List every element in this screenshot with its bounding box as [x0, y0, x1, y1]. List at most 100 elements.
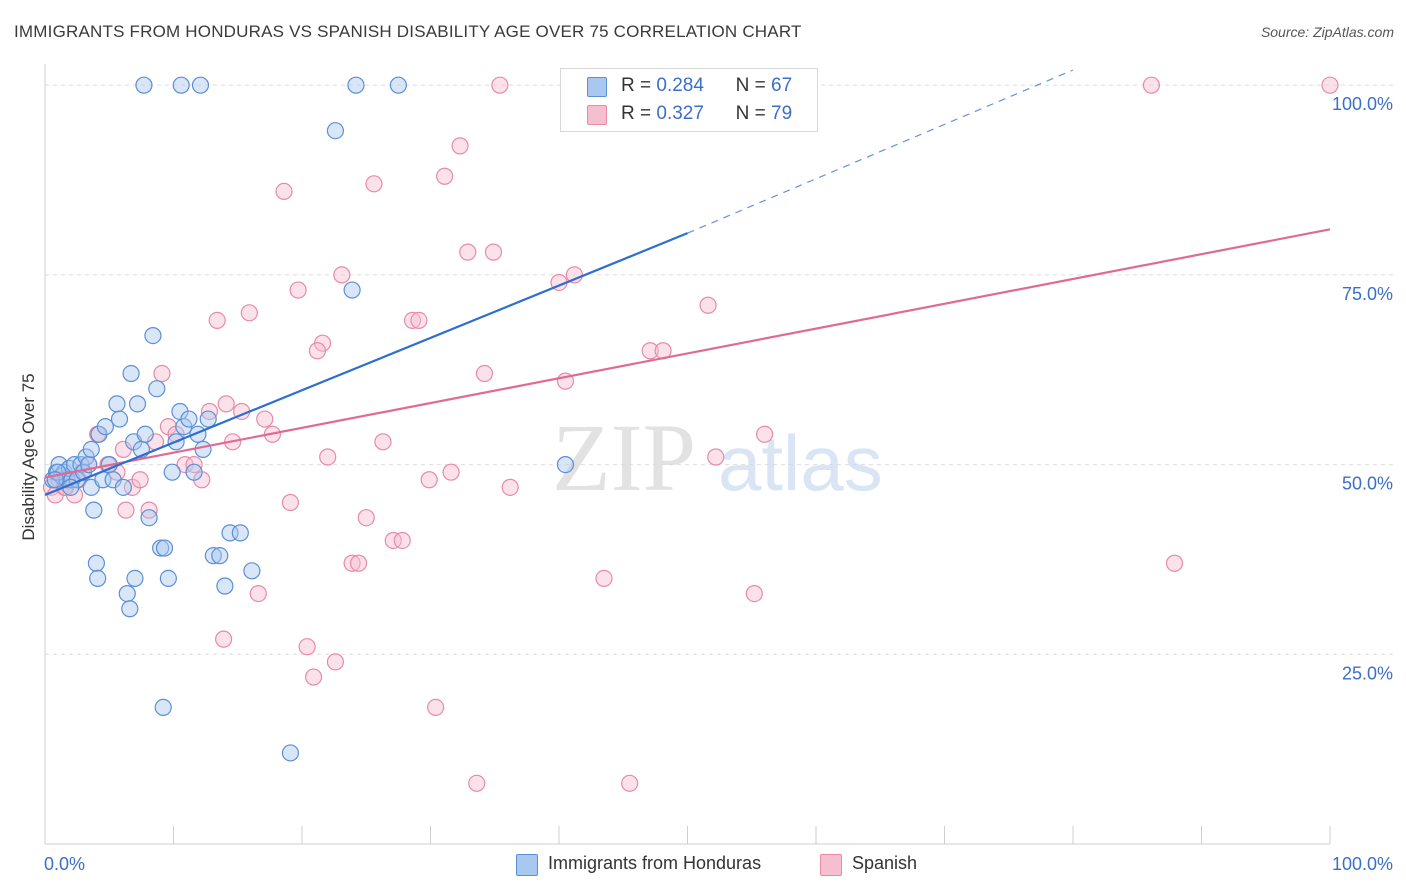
correlation-legend: R = 0.284 N = 67 R = 0.327 N = 79 [560, 68, 818, 132]
spanish-point [131, 471, 149, 489]
spanish-point [707, 448, 725, 466]
honduras-point [185, 463, 203, 481]
y-tick-label: 50.0% [1342, 474, 1393, 494]
honduras-point [155, 539, 174, 557]
legend-swatch-honduras [587, 77, 607, 97]
honduras-point [108, 395, 126, 413]
spanish-point [374, 433, 392, 451]
spanish-point [249, 584, 267, 603]
honduras-point [82, 440, 100, 459]
honduras-point [343, 281, 361, 299]
spanish-point [1321, 76, 1339, 94]
spanish-point [117, 501, 135, 519]
honduras-point [556, 455, 575, 474]
honduras-point [326, 122, 345, 140]
y-tick-label: 25.0% [1342, 663, 1393, 683]
honduras-trend-line [44, 232, 688, 496]
legend-n-value-honduras: 67 [771, 75, 793, 96]
honduras-point [347, 76, 365, 94]
spanish-point [475, 364, 494, 383]
y-tick-label: 100.0% [1332, 94, 1393, 114]
spanish-point [427, 698, 445, 717]
honduras-point [85, 501, 103, 519]
honduras-point [159, 569, 177, 588]
spanish-point [1165, 554, 1184, 572]
spanish-point [1142, 76, 1160, 94]
honduras-point [211, 547, 229, 565]
honduras-point [148, 380, 166, 398]
trend-lines [44, 69, 1331, 496]
x-tick-label-start: 0.0% [44, 854, 85, 874]
honduras-points [44, 76, 575, 762]
spanish-point [384, 531, 402, 550]
honduras-point [180, 410, 198, 428]
honduras-point [194, 440, 212, 459]
spanish-point [410, 311, 428, 330]
honduras-point [122, 364, 140, 383]
honduras-point [135, 76, 153, 94]
spanish-point [153, 364, 171, 383]
honduras-point [231, 524, 249, 542]
honduras-point [110, 410, 129, 428]
legend-r-value-spanish: 0.327 [656, 103, 704, 124]
bottom-legend-swatch-honduras [516, 854, 538, 876]
honduras-point [118, 584, 136, 603]
spanish-point [755, 425, 774, 443]
y-axis-label: Disability Age Over 75 [19, 373, 38, 540]
spanish-point [501, 478, 519, 496]
spanish-point [215, 630, 233, 648]
honduras-point [136, 425, 154, 443]
spanish-trend-line [44, 228, 1331, 479]
spanish-point [304, 668, 323, 686]
legend-swatch-spanish [587, 105, 607, 125]
watermark: ZIP atlas [552, 404, 883, 511]
honduras-point [87, 554, 106, 572]
spanish-point [217, 395, 235, 413]
legend-r-label: R = [621, 103, 652, 124]
y-tick-label: 75.0% [1342, 284, 1393, 304]
bottom-legend-label-honduras: Immigrants from Honduras [548, 853, 762, 873]
spanish-point [491, 76, 509, 94]
spanish-point [298, 638, 316, 656]
spanish-point [420, 471, 438, 489]
honduras-point [243, 562, 261, 580]
honduras-point [163, 463, 181, 481]
honduras-point [204, 547, 222, 565]
spanish-point [349, 554, 368, 572]
honduras-point [114, 478, 132, 496]
spanish-point [256, 410, 274, 428]
honduras-point [191, 76, 210, 94]
honduras-point [389, 76, 407, 94]
spanish-point [281, 493, 300, 512]
honduras-point [89, 569, 107, 588]
chart-title: IMMIGRANTS FROM HONDURAS VS SPANISH DISA… [14, 22, 802, 41]
watermark-atlas: atlas [718, 419, 883, 507]
spanish-point [459, 243, 477, 261]
axis-labels: 25.0% 50.0% 75.0% 100.0% 0.0% 100.0% Disabilit… [19, 94, 1393, 874]
honduras-point [144, 326, 162, 345]
honduras-point [199, 410, 217, 428]
spanish-point [365, 175, 383, 193]
bottom-legend-label-spanish: Spanish [852, 853, 918, 873]
spanish-points [42, 76, 1339, 792]
legend-n-label: N = [735, 103, 766, 124]
spanish-point [333, 266, 351, 284]
spanish-point [699, 296, 717, 314]
watermark-zip: ZIP [552, 404, 696, 511]
bottom-legend-swatch-spanish [820, 854, 842, 876]
spanish-point [451, 137, 469, 155]
x-tick-label-end: 100.0% [1332, 854, 1393, 874]
honduras-point [140, 509, 158, 527]
spanish-point [442, 463, 460, 481]
spanish-point [436, 167, 454, 185]
spanish-point [240, 304, 258, 322]
spanish-point [595, 569, 613, 588]
axes [44, 64, 1331, 845]
honduras-point [152, 539, 170, 557]
spanish-point [621, 774, 639, 792]
source-label: Source: ZipAtlas.com [1260, 24, 1394, 40]
honduras-point [216, 577, 234, 595]
spanish-point [357, 509, 375, 527]
honduras-point [281, 744, 300, 762]
